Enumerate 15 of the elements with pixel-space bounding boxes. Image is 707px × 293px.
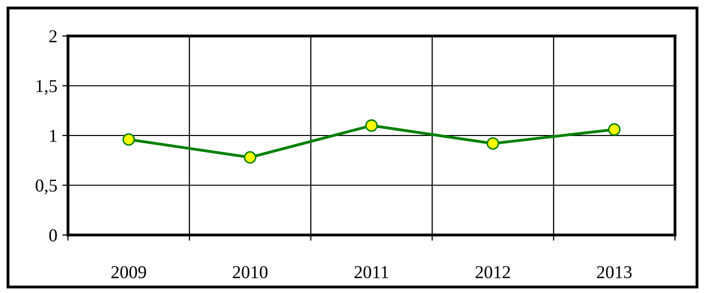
y-tick-label: 1: [50, 130, 56, 142]
y-tick-label: 2: [49, 30, 57, 42]
x-tick-label: 2013: [597, 266, 632, 278]
y-tick-label: 1,5: [36, 80, 57, 95]
point: [608, 123, 621, 136]
point: [122, 133, 135, 146]
y-tick-label: 0: [49, 229, 57, 242]
x-tick-label: 2009: [111, 266, 146, 278]
x-tick-label: 2010: [232, 266, 268, 278]
x-tick-label: 2012: [476, 266, 510, 278]
x-tick-label: 2011: [354, 266, 388, 278]
y-tick-label: 0,5: [36, 180, 57, 194]
point: [486, 137, 500, 150]
point: [244, 151, 256, 164]
point: [365, 119, 378, 132]
